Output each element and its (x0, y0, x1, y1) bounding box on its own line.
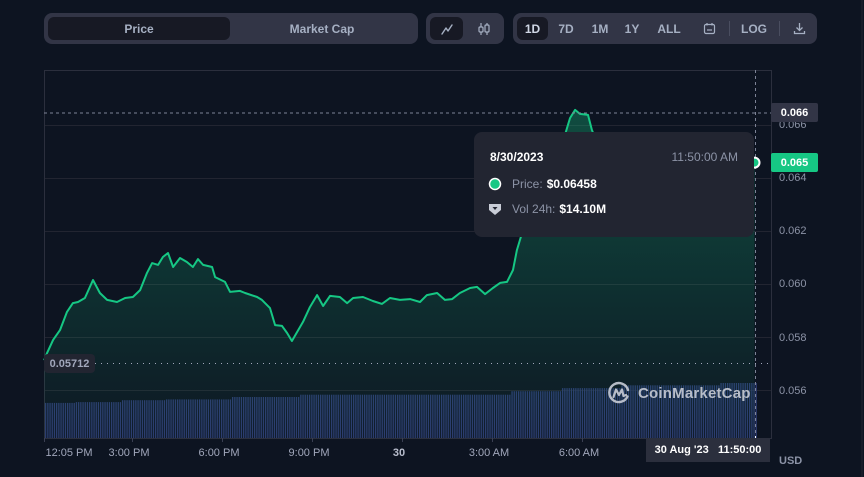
metric-tab-group: Price Market Cap (44, 13, 418, 44)
chart-frame (44, 70, 772, 439)
volume-badge-icon (489, 204, 501, 215)
y-tick-label: 0.064 (779, 172, 807, 184)
tooltip-price-value: $0.06458 (546, 177, 597, 191)
y-tick-label: 0.056 (779, 385, 807, 397)
watermark-text: CoinMarketCap (638, 384, 751, 402)
tooltip-volume-value: $14.10M (559, 202, 607, 216)
y-tick-label: 0.060 (779, 278, 807, 290)
x-tick-label-day: 30 (392, 447, 406, 459)
range-group: 1D 7D 1M 1Y ALL LOG (513, 13, 817, 44)
x-tick-label: 6:00 AM (558, 447, 600, 459)
tooltip-price-label: Price: (512, 177, 543, 191)
calendar-icon (703, 23, 715, 35)
range-1d-button[interactable]: 1D (517, 17, 548, 40)
x-tick-label: 6:00 PM (198, 447, 240, 459)
y-tick-label: 0.062 (779, 225, 807, 237)
x-tick-label: 3:00 AM (468, 447, 510, 459)
currency-label: USD (779, 455, 803, 467)
line-chart-button[interactable] (430, 17, 463, 40)
calendar-button[interactable] (695, 17, 723, 40)
toolbar-divider (729, 21, 730, 36)
tooltip-date: 8/30/2023 (490, 150, 544, 164)
tab-price[interactable]: Price (48, 17, 230, 40)
tooltip-volume-label: Vol 24h: (512, 202, 556, 216)
coinmarketcap-logo-icon (608, 381, 630, 404)
range-1y-button[interactable]: 1Y (624, 21, 640, 36)
toolbar-divider (779, 21, 780, 36)
x-axis-ticks (44, 438, 583, 442)
x-tick-label: 12:05 PM (45, 447, 93, 459)
x-tick-label: 9:00 PM (288, 447, 330, 459)
candlestick-button[interactable] (467, 17, 500, 40)
coinmarketcap-watermark: CoinMarketCap (607, 381, 751, 405)
download-button[interactable] (786, 17, 812, 40)
price-dot-icon (488, 177, 502, 191)
tooltip-price-row: Price: $0.06458 (488, 177, 597, 191)
y-tick-label: 0.058 (779, 332, 807, 344)
tooltip-time: 11:50:00 AM (671, 150, 739, 164)
range-1m-button[interactable]: 1M (591, 21, 609, 36)
candlestick-icon (477, 22, 490, 35)
chart-tooltip: 8/30/2023 11:50:00 AM Price: $0.06458 Vo… (474, 132, 754, 237)
y-tick-label: 0.066 (779, 119, 807, 131)
x-tick-label: 3:00 PM (108, 447, 150, 459)
download-icon (793, 23, 805, 35)
tab-market-cap[interactable]: Market Cap (289, 21, 355, 36)
low-price-badge: 0.05712 (44, 354, 95, 373)
chart-type-group (426, 13, 504, 44)
tooltip-volume-row: Vol 24h: $14.10M (488, 202, 606, 216)
crosshair-time-badge: 30 Aug '23 11:50:00 (646, 438, 770, 462)
high-price-badge: 0.066 (771, 103, 818, 122)
range-all-button[interactable]: ALL (657, 21, 681, 36)
line-chart-icon (440, 23, 453, 35)
current-price-badge: 0.065 (771, 153, 818, 172)
log-scale-button[interactable]: LOG (741, 21, 767, 36)
range-7d-button[interactable]: 7D (558, 21, 574, 36)
